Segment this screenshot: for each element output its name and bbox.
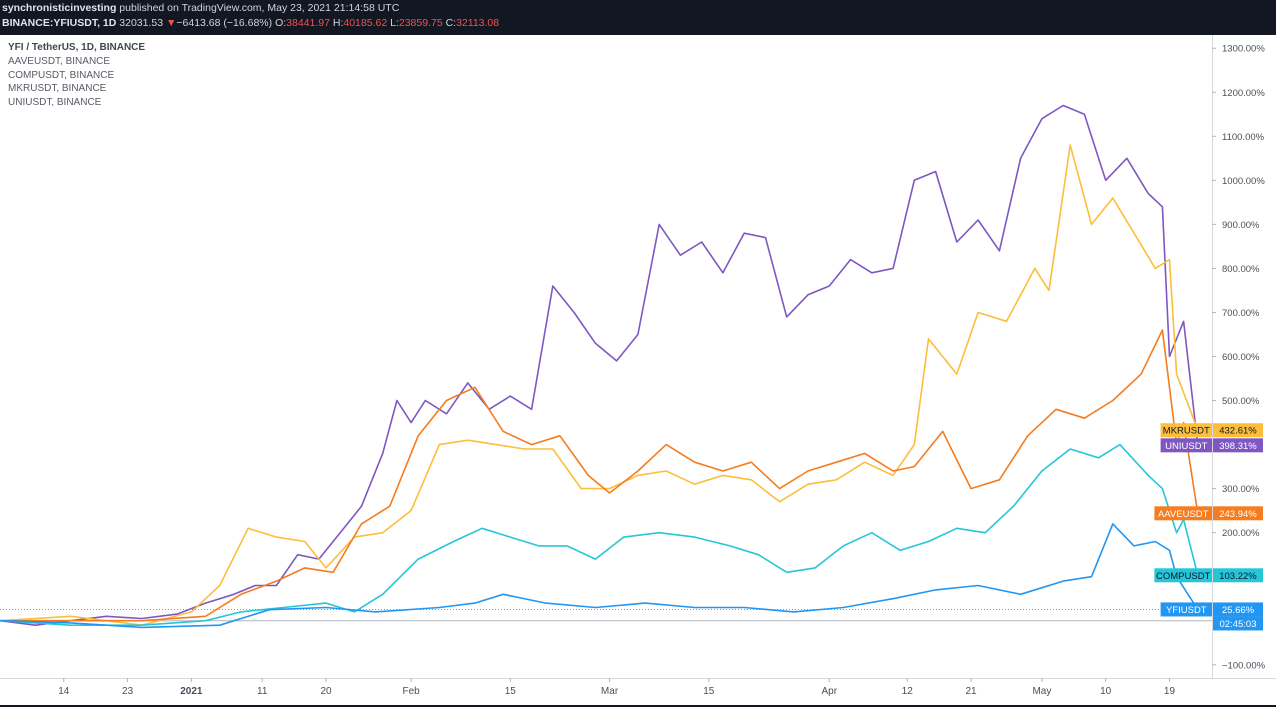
series-value-tag-aaveusdt xyxy=(1213,506,1263,521)
open-value: 38441.97 xyxy=(286,17,330,29)
symbol-label[interactable]: BINANCE:YFIUSDT, 1D xyxy=(2,17,117,29)
y-tick-label: 1300.00% xyxy=(1222,44,1265,55)
high-label: H: xyxy=(332,17,344,29)
publish-info: published on TradingView.com, May 23, 20… xyxy=(119,2,400,14)
countdown-tag xyxy=(1213,616,1263,631)
y-tick-label: 500.00% xyxy=(1222,396,1260,407)
low-value: 23859.75 xyxy=(398,17,443,29)
series-name-label: AAVEUSDT xyxy=(1158,509,1209,520)
y-tick-label: 600.00% xyxy=(1222,352,1260,363)
symbol-legend: YFI / TetherUS, 1D, BINANCE AAVEUSDT, BI… xyxy=(8,41,145,110)
x-tick-label: 23 xyxy=(122,686,134,697)
y-tick-label: 1200.00% xyxy=(1222,88,1265,99)
legend-main-symbol[interactable]: YFI / TetherUS, 1D, BINANCE xyxy=(8,42,146,53)
x-tick-label: May xyxy=(1032,686,1051,697)
last-price: 32031.53 xyxy=(119,17,164,29)
countdown-label: 02:45:03 xyxy=(1220,619,1257,630)
y-tick-label: 1100.00% xyxy=(1222,132,1265,143)
y-tick-label: 900.00% xyxy=(1222,220,1260,231)
x-tick-label: 19 xyxy=(1164,686,1176,697)
series-name-tag-compusdt xyxy=(1154,568,1212,583)
x-tick-label: 15 xyxy=(703,686,715,697)
low-label: L: xyxy=(390,17,399,29)
series-line-compusdt xyxy=(0,443,1199,627)
series-name-tag-mkrusdt xyxy=(1160,423,1212,438)
x-tick-label: Apr xyxy=(821,686,837,697)
series-name-label: MKRUSDT xyxy=(1163,426,1210,437)
x-tick-label: 10 xyxy=(1100,686,1112,697)
x-tick-label: 21 xyxy=(965,686,977,697)
series-line-yfiusdt xyxy=(0,523,1199,629)
series-name-label: UNIUSDT xyxy=(1165,441,1207,452)
series-value-tag-compusdt xyxy=(1213,568,1263,583)
series-name-tag-yfiusdt xyxy=(1160,602,1212,617)
legend-compare-aave[interactable]: AAVEUSDT, BINANCE xyxy=(8,55,111,67)
open-label: O: xyxy=(275,17,287,29)
x-tick-label: 2021 xyxy=(180,686,203,697)
series-value-tag-yfiusdt xyxy=(1213,602,1263,617)
legend-compare-mkr[interactable]: MKRUSDT, BINANCE xyxy=(8,83,107,95)
ohlc-line: BINANCE:YFIUSDT, 1D 32031.53 ▼−6413.68 (… xyxy=(2,17,499,29)
y-tick-label: −100.00% xyxy=(1222,660,1266,671)
series-name-tag-aaveusdt xyxy=(1154,506,1212,521)
series-value-label: 432.61% xyxy=(1219,426,1257,437)
series-value-tag-mkrusdt xyxy=(1213,423,1263,438)
y-tick-label: 800.00% xyxy=(1222,264,1260,275)
x-tick-label: 12 xyxy=(902,686,914,697)
time-scale[interactable] xyxy=(0,678,1276,705)
author-name[interactable]: synchronisticinvesting xyxy=(2,2,117,14)
x-tick-label: Feb xyxy=(402,686,420,697)
legend-compare-comp[interactable]: COMPUSDT, BINANCE xyxy=(8,69,115,81)
series-value-label: 398.31% xyxy=(1219,441,1257,452)
legend-compare-uni[interactable]: UNIUSDT, BINANCE xyxy=(8,97,102,109)
y-tick-label: 200.00% xyxy=(1222,528,1260,539)
y-tick-label: 700.00% xyxy=(1222,308,1260,319)
y-tick-label: 300.00% xyxy=(1222,484,1260,495)
x-tick-label: 11 xyxy=(257,686,268,697)
publish-line: synchronisticinvesting published on Trad… xyxy=(2,2,399,14)
series-name-tag-uniusdt xyxy=(1160,438,1212,453)
close-value: 32113.08 xyxy=(456,17,500,29)
series-name-label: COMPUSDT xyxy=(1156,571,1211,582)
x-tick-label: 15 xyxy=(505,686,517,697)
chart-header: synchronisticinvesting published on Trad… xyxy=(0,0,1276,33)
close-label: C: xyxy=(445,17,457,29)
series-line-uniusdt xyxy=(0,104,1199,627)
series-value-label: 243.94% xyxy=(1219,509,1257,520)
high-value: 40185.62 xyxy=(343,17,388,29)
series-line-mkrusdt xyxy=(0,144,1199,627)
x-tick-label: Mar xyxy=(601,686,619,697)
y-tick-label: 1000.00% xyxy=(1222,176,1265,187)
series-name-label: YFIUSDT xyxy=(1166,605,1207,616)
x-tick-label: 20 xyxy=(320,686,332,697)
series-line-aaveusdt xyxy=(0,329,1199,622)
x-tick-label: 14 xyxy=(58,686,70,697)
series-value-tag-uniusdt xyxy=(1213,438,1263,453)
series-value-label: 103.22% xyxy=(1219,571,1257,582)
chart-plot-area[interactable] xyxy=(0,35,1212,678)
down-arrow-icon: ▼ xyxy=(165,17,177,29)
series-value-label: 25.66% xyxy=(1222,605,1255,616)
price-change: −6413.68 (−16.68%) xyxy=(176,17,273,29)
